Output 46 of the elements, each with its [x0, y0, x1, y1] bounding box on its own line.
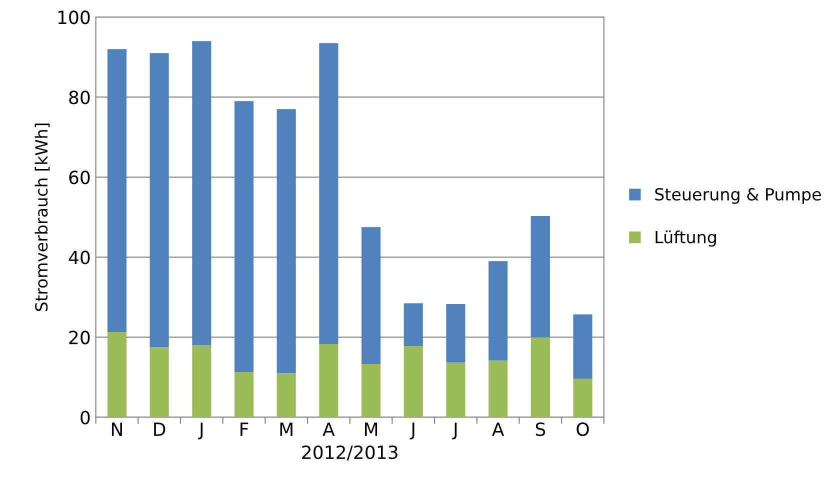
bar — [573, 378, 592, 418]
bar — [446, 304, 466, 362]
y-tick-label: 0 — [80, 410, 90, 424]
y-tick-label: 100 — [58, 10, 90, 24]
bar — [150, 347, 169, 418]
x-tick-label: O — [576, 422, 589, 436]
bar — [319, 43, 338, 344]
bar — [319, 344, 338, 418]
x-tick-label: A — [492, 422, 504, 436]
bar — [276, 373, 296, 418]
y-tick-label: 20 — [69, 330, 90, 344]
legend-label: Lüftung — [656, 230, 716, 247]
y-tick-label: 60 — [69, 170, 90, 184]
x-tick-label: S — [536, 422, 546, 436]
x-tick-label: J — [198, 422, 203, 440]
x-tick-label: F — [240, 422, 248, 436]
bar — [404, 346, 423, 418]
bar — [234, 101, 254, 372]
x-tick-label: N — [112, 422, 122, 436]
y-tick-label: 80 — [69, 90, 90, 104]
bar — [573, 314, 592, 379]
x-tick-label: J — [410, 422, 414, 440]
bar — [404, 303, 423, 346]
x-axis-title: 2012/2013 — [302, 445, 398, 461]
x-tick-label: J — [452, 422, 457, 440]
x-tick-label: A — [322, 422, 335, 436]
bar — [192, 345, 212, 418]
bar — [488, 360, 508, 418]
bar — [234, 372, 254, 418]
bar — [276, 109, 296, 374]
bar — [530, 337, 550, 418]
bar — [107, 49, 126, 332]
legend-label: Steuerung & Pumpe — [655, 188, 821, 204]
bar — [446, 362, 466, 418]
bar — [192, 41, 212, 346]
bar — [362, 227, 381, 364]
x-tick-label: M — [280, 422, 292, 436]
bar — [107, 332, 126, 418]
x-tick-label: D — [154, 422, 166, 436]
y-axis-title: Stromverbrauch [kWh] — [34, 124, 50, 312]
bar — [362, 364, 381, 418]
bar — [488, 261, 508, 360]
x-tick-label: M — [365, 422, 378, 436]
bar — [530, 216, 550, 338]
y-tick-label: 40 — [68, 250, 90, 264]
bar — [150, 53, 169, 348]
